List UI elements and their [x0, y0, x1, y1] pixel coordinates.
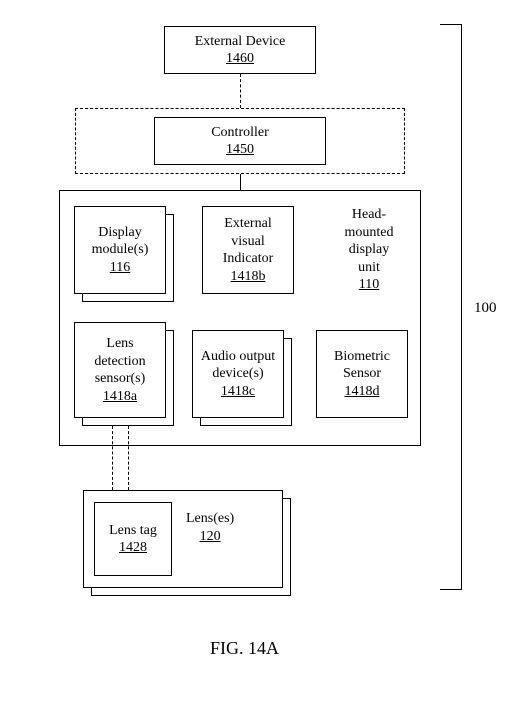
- biometric-l1: Biometric: [334, 348, 390, 366]
- connector-lens-1: [112, 426, 113, 490]
- audio-out-ref: 1418c: [221, 383, 255, 401]
- ext-visual-l2: visual: [231, 233, 264, 251]
- ext-visual-box: External visual Indicator 1418b: [202, 206, 294, 294]
- controller-title: Controller: [211, 124, 269, 142]
- system-ref-label: 100: [474, 300, 497, 317]
- display-module-l2: module(s): [92, 241, 149, 259]
- controller-ref: 1450: [226, 141, 254, 159]
- figure-label: FIG. 14A: [210, 638, 279, 659]
- lenses-title: Lens(es): [186, 511, 234, 526]
- biometric-box: Biometric Sensor 1418d: [316, 330, 408, 418]
- connector-controller-main: [240, 174, 241, 190]
- lens-tag-box: Lens tag 1428: [94, 502, 172, 576]
- hmd-unit-label: Head- mounted display unit 110: [326, 206, 412, 294]
- lens-tag-title: Lens tag: [109, 522, 157, 540]
- diagram-canvas: 映 维 网 External Device 1460 Controller 14…: [0, 0, 528, 712]
- lens-detect-box: Lens detection sensor(s) 1418a: [74, 322, 166, 418]
- display-module-ref: 116: [110, 259, 130, 277]
- audio-out-box: Audio output device(s) 1418c: [192, 330, 284, 418]
- biometric-ref: 1418d: [345, 383, 380, 401]
- external-device-title: External Device: [195, 33, 286, 51]
- ext-visual-l1: External: [224, 215, 271, 233]
- audio-out-l2: device(s): [212, 365, 263, 383]
- display-module-l1: Display: [98, 224, 142, 242]
- external-device-box: External Device 1460: [164, 26, 316, 74]
- hmd-l4: unit: [358, 260, 380, 275]
- lens-detect-l2: detection: [94, 353, 145, 371]
- lens-detect-ref: 1418a: [103, 388, 137, 406]
- connector-extdev-controller: [240, 74, 241, 108]
- display-module-box: Display module(s) 116: [74, 206, 166, 294]
- lenses-ref: 120: [200, 529, 221, 544]
- ext-visual-l3: Indicator: [223, 250, 274, 268]
- hmd-ref: 110: [359, 277, 379, 292]
- system-bracket: [448, 24, 462, 590]
- bracket-cap-top: [440, 24, 448, 25]
- lens-tag-ref: 1428: [119, 539, 147, 557]
- audio-out-l1: Audio output: [201, 348, 275, 366]
- lens-detect-l3: sensor(s): [95, 370, 146, 388]
- external-device-ref: 1460: [226, 50, 254, 68]
- controller-box: Controller 1450: [154, 117, 326, 165]
- lenses-label: Lens(es) 120: [186, 510, 234, 546]
- hmd-l2: mounted: [345, 225, 394, 240]
- connector-lens-2: [128, 426, 129, 490]
- hmd-l1: Head-: [352, 207, 386, 222]
- hmd-l3: display: [349, 242, 389, 257]
- ext-visual-ref: 1418b: [231, 268, 266, 286]
- bracket-cap-bot: [440, 589, 448, 590]
- biometric-l2: Sensor: [343, 365, 381, 383]
- lens-detect-l1: Lens: [106, 335, 133, 353]
